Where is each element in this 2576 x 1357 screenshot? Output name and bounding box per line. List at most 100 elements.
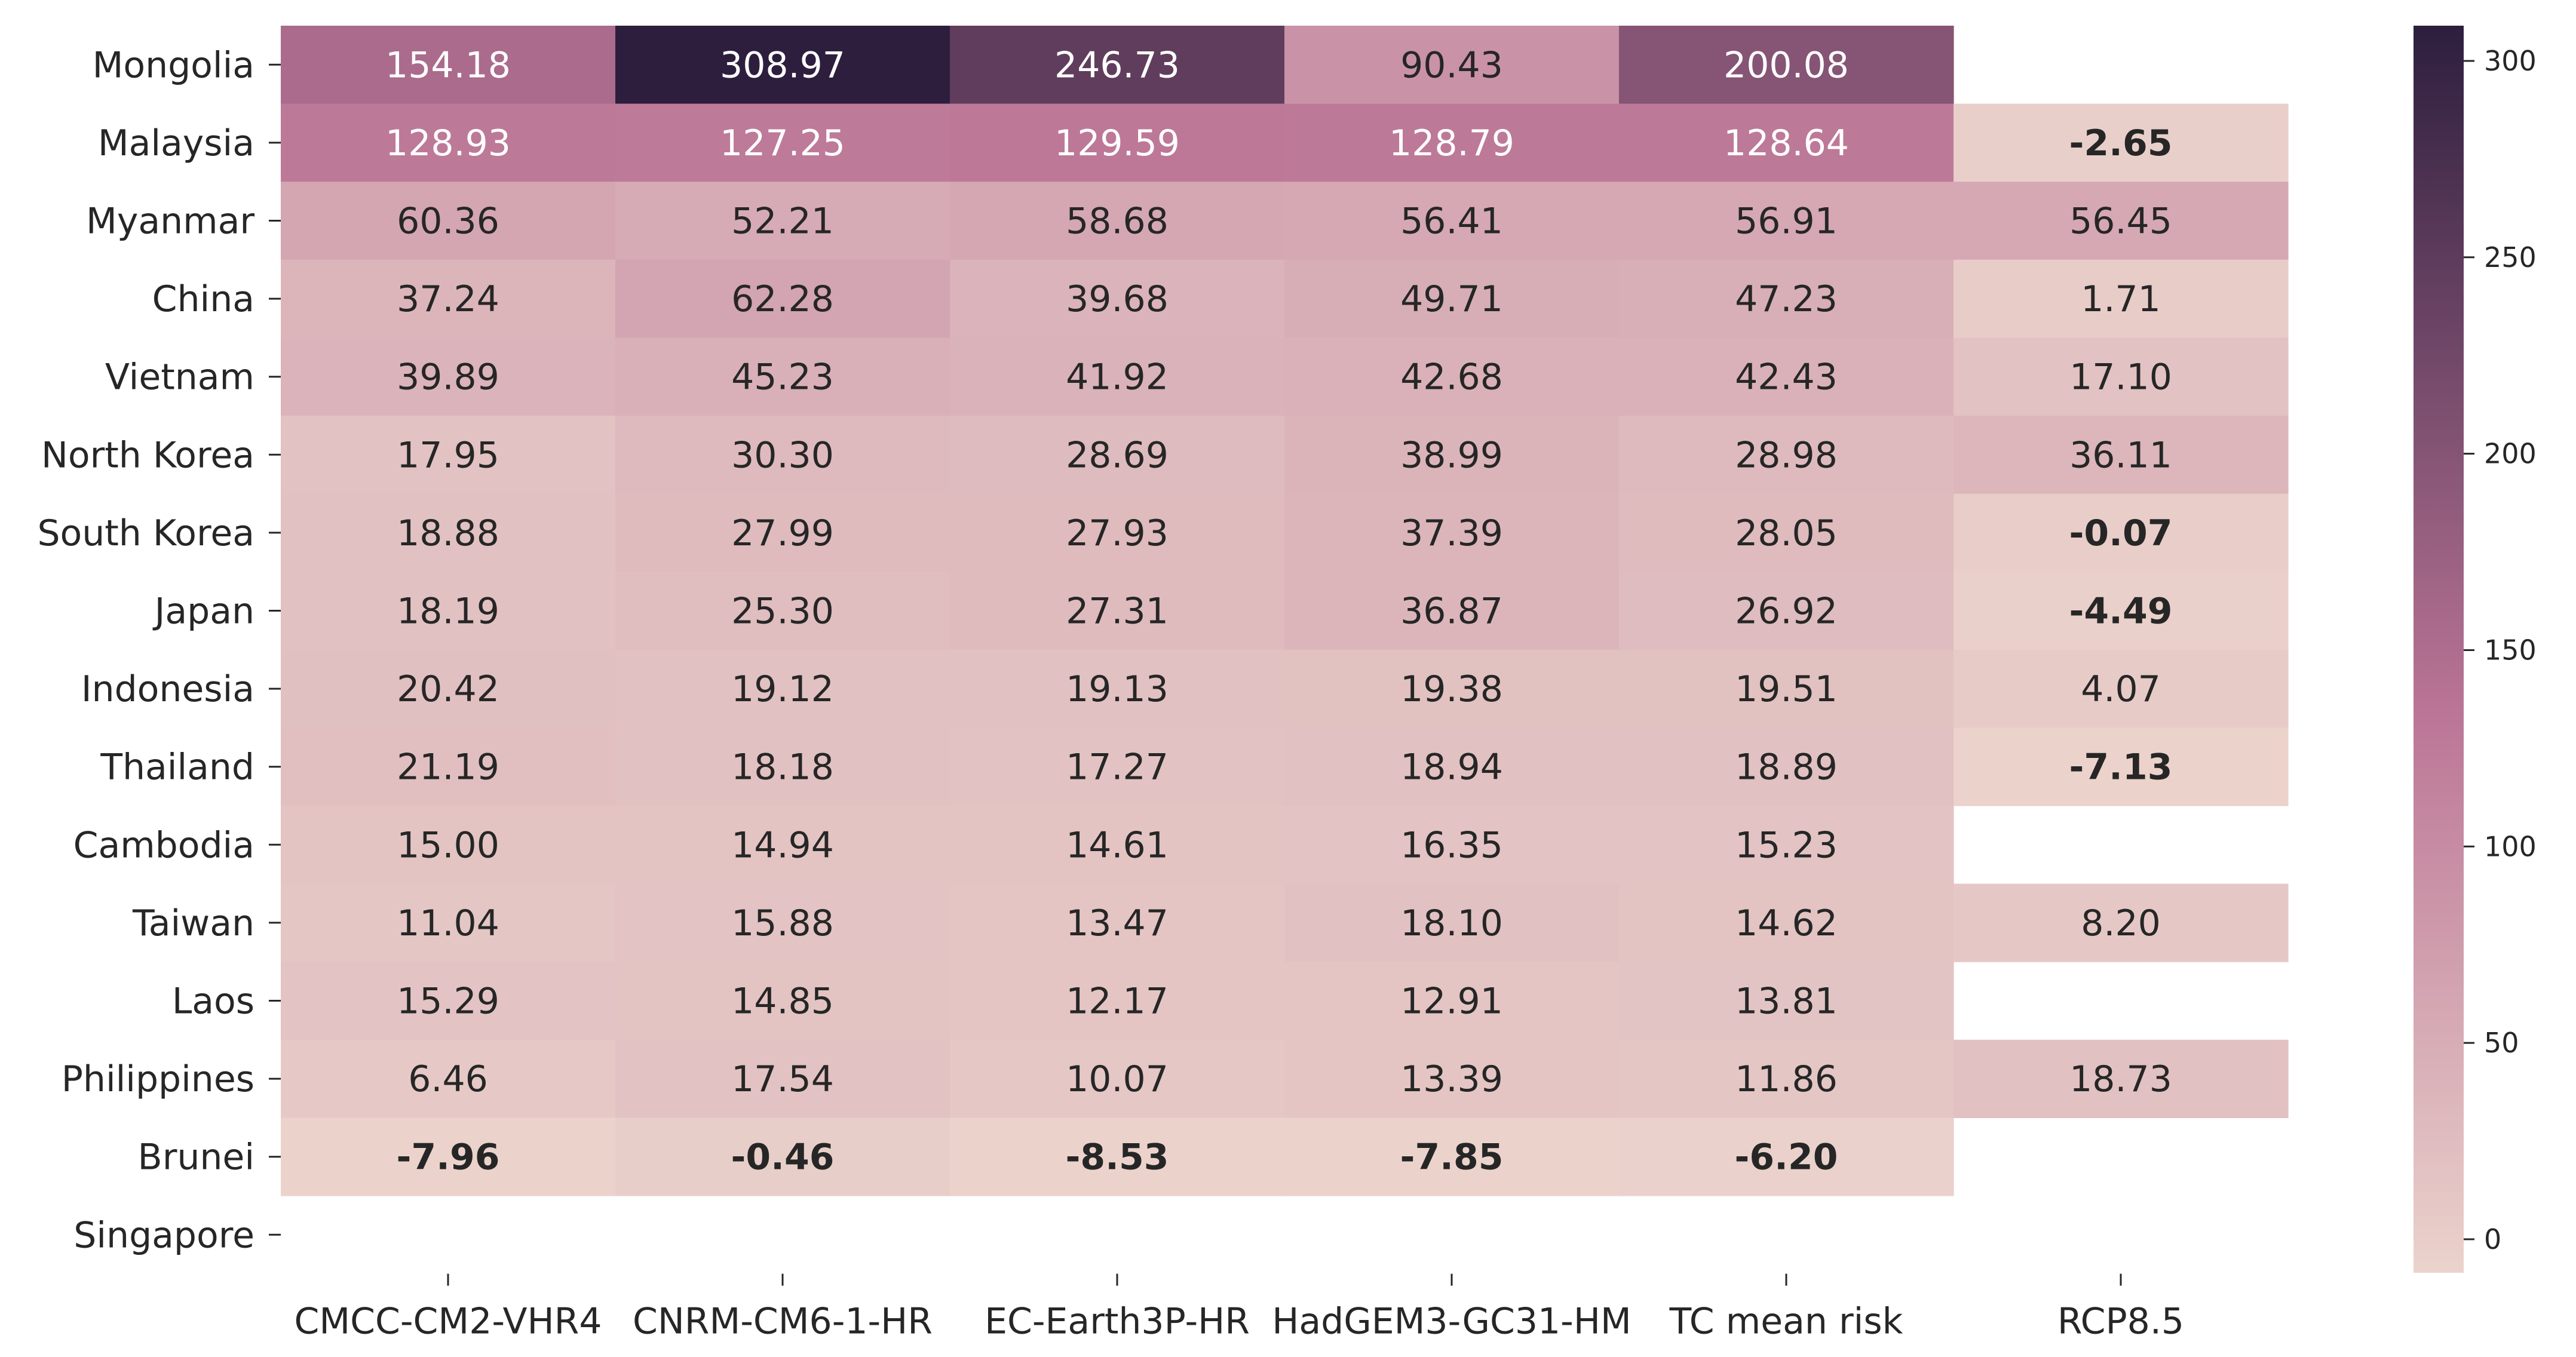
cell-value-label: -7.96 — [397, 1137, 500, 1178]
row-label-philippines: Philippines — [62, 1058, 254, 1100]
cell-value-label: 15.23 — [1735, 824, 1838, 866]
row-label-myanmar: Myanmar — [86, 201, 254, 242]
cell-north-korea-cnrm-cm6-1-hr — [615, 416, 950, 495]
cell-value-label: 308.97 — [720, 44, 845, 86]
cell-value-label: -0.07 — [2069, 512, 2173, 554]
cell-philippines-tc-mean-risk — [1619, 1039, 1954, 1118]
cell-value-label: 12.17 — [1066, 981, 1169, 1023]
cell-value-label: 17.95 — [397, 434, 499, 476]
cell-indonesia-tc-mean-risk — [1619, 649, 1954, 728]
cell-indonesia-hadgem3-gc31-hm — [1284, 649, 1620, 728]
cell-china-ec-earth3p-hr — [950, 259, 1285, 338]
cell-vietnam-rcp8-5 — [1954, 337, 2289, 416]
cell-value-label: 11.04 — [397, 902, 499, 944]
row-label-cambodia: Cambodia — [73, 824, 254, 866]
cell-value-labels: 154.18 308.97 246.73 90.43 200.08 128.93 127.2… — [385, 44, 2172, 1178]
colorbar: 0 50 100 150 200 250 300 — [2414, 26, 2537, 1273]
cell-cambodia-ec-earth3p-hr — [950, 806, 1285, 885]
cell-myanmar-ec-earth3p-hr — [950, 182, 1285, 260]
cell-japan-hadgem3-gc31-hm — [1284, 572, 1620, 650]
row-label-mongolia: Mongolia — [93, 44, 254, 86]
cell-value-label: 28.69 — [1066, 434, 1169, 476]
cell-mongolia-ec-earth3p-hr — [950, 26, 1285, 105]
cell-value-label: 58.68 — [1066, 201, 1169, 242]
cell-value-label: 15.00 — [397, 824, 499, 866]
cell-brunei-hadgem3-gc31-hm — [1284, 1117, 1620, 1196]
cell-myanmar-cnrm-cm6-1-hr — [615, 182, 950, 260]
cell-value-label: 13.47 — [1066, 902, 1169, 944]
cell-value-label: 19.38 — [1400, 668, 1503, 710]
cell-value-label: 21.19 — [397, 747, 499, 788]
column-label-tc-mean-risk: TC mean risk — [1669, 1301, 1903, 1343]
cell-value-label: 41.92 — [1066, 357, 1169, 398]
colorbar-tick-label: 150 — [2484, 634, 2537, 666]
cell-cambodia-tc-mean-risk — [1619, 806, 1954, 885]
cell-value-label: 18.94 — [1400, 747, 1503, 788]
cell-japan-cnrm-cm6-1-hr — [615, 572, 950, 650]
cell-value-label: 39.89 — [397, 357, 499, 398]
cell-value-label: 8.20 — [2081, 902, 2161, 944]
cell-value-label: 18.10 — [1400, 902, 1503, 944]
row-label-japan: Japan — [152, 591, 254, 633]
cell-value-label: 45.23 — [731, 357, 834, 398]
cell-value-label: 13.39 — [1400, 1058, 1503, 1100]
cell-china-cnrm-cm6-1-hr — [615, 259, 950, 338]
cell-taiwan-cmcc-cm2-vhr4 — [281, 883, 616, 962]
cell-value-label: 28.05 — [1735, 512, 1838, 554]
colorbar-tick-label: 200 — [2484, 438, 2537, 470]
cell-value-label: 36.87 — [1400, 591, 1503, 633]
cell-value-label: 19.12 — [731, 668, 834, 710]
cell-value-label: 13.81 — [1735, 981, 1838, 1023]
cell-value-label: 27.31 — [1066, 591, 1169, 633]
cell-laos-ec-earth3p-hr — [950, 962, 1285, 1040]
cell-value-label: 20.42 — [397, 668, 499, 710]
cell-value-label: 14.94 — [731, 824, 834, 866]
cell-cambodia-hadgem3-gc31-hm — [1284, 806, 1620, 885]
row-label-china: China — [152, 278, 254, 320]
row-label-indonesia: Indonesia — [81, 668, 254, 710]
cell-value-label: 60.36 — [397, 201, 499, 242]
cell-china-hadgem3-gc31-hm — [1284, 259, 1620, 338]
cell-taiwan-rcp8-5 — [1954, 883, 2289, 962]
cell-value-label: 28.98 — [1735, 434, 1838, 476]
cell-value-label: 14.62 — [1735, 902, 1838, 944]
cell-south-korea-cnrm-cm6-1-hr — [615, 493, 950, 572]
cell-value-label: 14.85 — [731, 981, 834, 1023]
cell-value-label: 56.45 — [2069, 201, 2172, 242]
cell-laos-tc-mean-risk — [1619, 962, 1954, 1040]
row-label-north-korea: North Korea — [41, 434, 254, 476]
row-label-thailand: Thailand — [100, 747, 254, 788]
colorbar-tick-label: 300 — [2484, 45, 2537, 77]
cell-mongolia-hadgem3-gc31-hm — [1284, 26, 1620, 105]
cell-taiwan-cnrm-cm6-1-hr — [615, 883, 950, 962]
cell-brunei-ec-earth3p-hr — [950, 1117, 1285, 1196]
cell-value-label: 49.71 — [1400, 278, 1503, 320]
cell-malaysia-tc-mean-risk — [1619, 103, 1954, 182]
cell-value-label: 246.73 — [1054, 44, 1180, 86]
colorbar-gradient — [2414, 26, 2464, 1273]
cell-thailand-ec-earth3p-hr — [950, 727, 1285, 806]
cell-value-label: 17.27 — [1066, 747, 1169, 788]
cell-value-label: 30.30 — [731, 434, 834, 476]
cell-value-label: 27.99 — [731, 512, 834, 554]
cell-value-label: 12.91 — [1400, 981, 1503, 1023]
cell-value-label: 18.89 — [1735, 747, 1838, 788]
colorbar-tick-label: 0 — [2484, 1223, 2501, 1255]
cell-value-label: 56.41 — [1400, 201, 1503, 242]
cell-value-label: -7.85 — [1400, 1137, 1504, 1178]
cell-value-label: 11.86 — [1735, 1058, 1838, 1100]
cell-value-label: 15.29 — [397, 981, 499, 1023]
cell-japan-cmcc-cm2-vhr4 — [281, 572, 616, 650]
cell-value-label: -7.13 — [2069, 747, 2173, 788]
cell-thailand-rcp8-5 — [1954, 727, 2289, 806]
column-label-ec-earth3p-hr: EC-Earth3P-HR — [985, 1301, 1250, 1343]
colorbar-tick-label: 100 — [2484, 830, 2537, 862]
cell-south-korea-ec-earth3p-hr — [950, 493, 1285, 572]
cell-philippines-cnrm-cm6-1-hr — [615, 1039, 950, 1118]
cell-taiwan-ec-earth3p-hr — [950, 883, 1285, 962]
row-label-malaysia: Malaysia — [98, 122, 254, 164]
cell-value-label: 127.25 — [720, 122, 845, 164]
column-label-cnrm-cm6-1-hr: CNRM-CM6-1-HR — [633, 1301, 933, 1343]
cell-value-label: 37.39 — [1400, 512, 1503, 554]
